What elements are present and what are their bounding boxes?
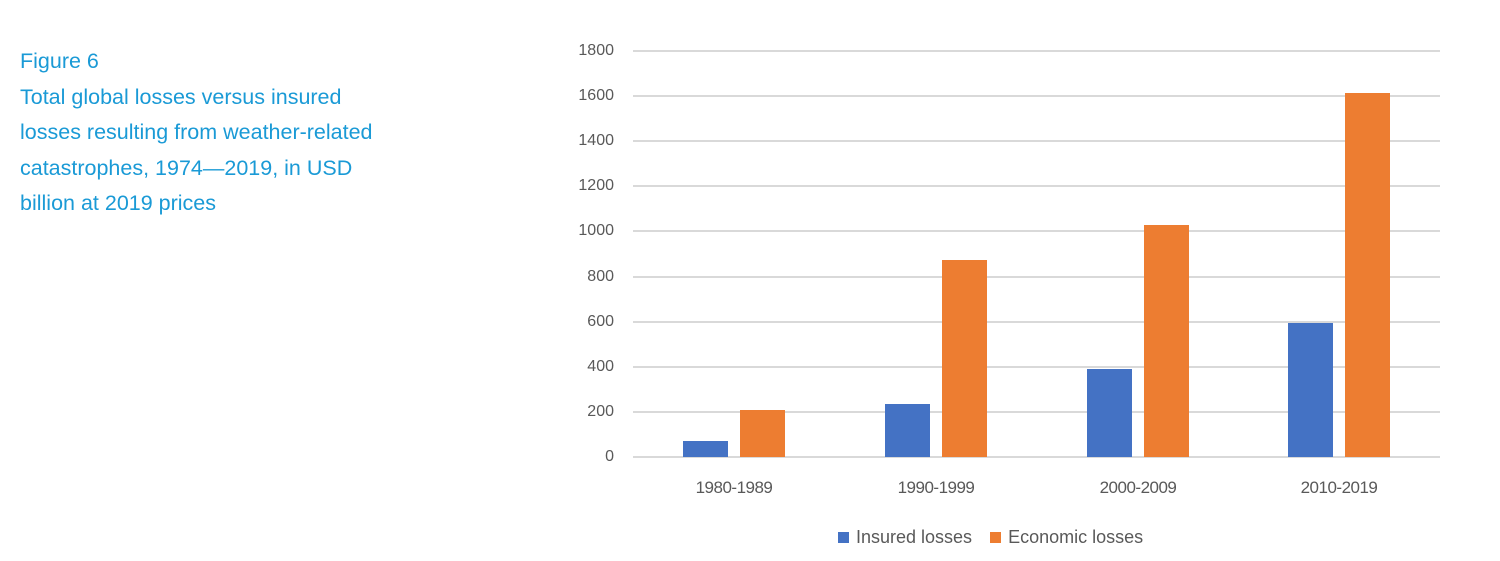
bar-economic-1990-1999 <box>942 259 987 457</box>
gridline <box>633 140 1440 143</box>
bar-insured-2010-2019 <box>1288 322 1333 457</box>
bar-economic-2010-2019 <box>1345 92 1390 457</box>
y-tick-label: 1000 <box>578 222 614 240</box>
y-tick-label: 1200 <box>578 177 614 195</box>
gridline <box>633 50 1440 52</box>
figure-label: Figure 6 <box>20 49 99 73</box>
bar-insured-2000-2009 <box>1087 369 1132 457</box>
caption-line-2: losses resulting from weather-related <box>20 120 373 144</box>
gridline <box>633 185 1440 188</box>
bar-economic-1980-1989 <box>740 409 785 457</box>
figure-caption: Figure 6 Total global losses versus insu… <box>20 44 460 222</box>
y-tick-label: 200 <box>587 402 614 420</box>
gridline <box>633 230 1440 233</box>
y-tick-label: 1600 <box>578 87 614 105</box>
legend: Insured losses Economic losses <box>838 527 1161 548</box>
caption-line-1: Total global losses versus insured <box>20 84 342 109</box>
y-tick-label: 1800 <box>578 42 614 59</box>
legend-label-insured: Insured losses <box>856 527 973 547</box>
x-tick-label: 1980-1989 <box>695 478 773 497</box>
y-tick-label: 400 <box>587 357 614 375</box>
x-tick-label: 2000-2009 <box>1099 478 1177 497</box>
economic-swatch-icon <box>990 532 1002 543</box>
y-tick-label: 0 <box>605 448 614 465</box>
bar-economic-2000-2009 <box>1144 224 1189 457</box>
legend-label-economic: Economic losses <box>1008 527 1144 547</box>
gridline <box>633 95 1440 98</box>
insured-swatch-icon <box>838 532 849 543</box>
gridline <box>633 410 1440 413</box>
caption-line-4: billion at 2019 prices <box>20 191 217 215</box>
x-tick-label: 2010-2019 <box>1300 478 1378 497</box>
gridline <box>633 320 1440 323</box>
legend-item-insured: Insured losses <box>838 527 972 548</box>
gridline <box>633 365 1440 368</box>
y-tick-label: 800 <box>587 267 614 285</box>
y-tick-label: 1400 <box>578 132 614 150</box>
x-tick-label: 1990-1999 <box>897 478 975 497</box>
gridline <box>633 456 1440 458</box>
gridline <box>633 275 1440 278</box>
bar-insured-1980-1989 <box>683 441 728 457</box>
caption-line-3: catastrophes, 1974—2019, in USD <box>20 155 353 180</box>
legend-item-economic: Economic losses <box>990 527 1143 548</box>
bar-insured-1990-1999 <box>885 403 930 457</box>
y-tick-label: 600 <box>587 312 614 330</box>
